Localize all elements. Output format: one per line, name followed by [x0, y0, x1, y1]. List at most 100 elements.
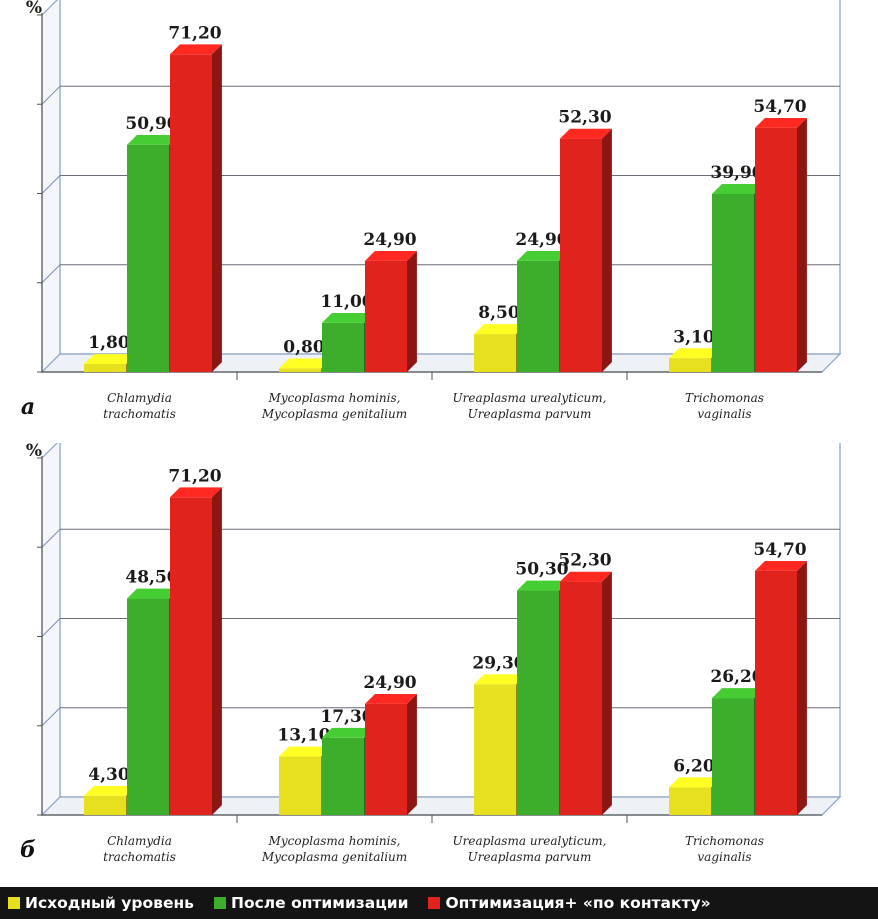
bar-top-face [84, 354, 136, 364]
bar-side-face [602, 571, 612, 815]
bar-value-label: 71,20 [168, 23, 221, 43]
y-axis-unit-label: % [26, 443, 42, 461]
bar-value-label: 24,90 [515, 230, 568, 250]
legend-label-optimization-contact: Оптимизация+ «по контакту» [445, 894, 711, 912]
bar-top-face [712, 184, 764, 194]
bar-top-face [170, 487, 222, 498]
bar-value-label: 0,80 [283, 338, 325, 358]
bar-p0-c0-s2 [170, 44, 222, 373]
bar-value-label: 52,30 [558, 108, 611, 128]
bar-front-face [517, 260, 559, 372]
bar-side-face [407, 693, 417, 815]
bar-front-face [560, 581, 602, 815]
bar-top-face [322, 727, 374, 738]
bar-top-face [474, 324, 526, 335]
bar-side-face [407, 250, 417, 372]
bar-front-face [84, 363, 126, 372]
bar-p0-c3-s2 [755, 118, 807, 373]
bar-value-label: 54,70 [753, 97, 806, 117]
bar-value-label: 1,80 [88, 333, 130, 353]
bar-front-face [474, 684, 516, 815]
bar-front-face [322, 737, 364, 815]
category-label: Ureaplasma parvum [468, 407, 592, 421]
gridline-side [41, 618, 61, 637]
bar-value-label: 6,20 [673, 756, 715, 776]
bar-top-face [474, 674, 526, 685]
bar-top-face [170, 44, 222, 55]
category-label: Ureaplasma urealyticum, [453, 834, 607, 848]
legend-swatch-baseline [8, 897, 20, 909]
gridline-side [41, 264, 61, 284]
category-label: Trichomonas [685, 391, 764, 405]
gridline-side [41, 528, 61, 548]
bar-top-face [755, 561, 807, 571]
bar-front-face [712, 193, 754, 372]
category-label: Chlamydia [107, 834, 172, 848]
bar-front-face [755, 570, 797, 815]
bar-top-face [517, 580, 569, 591]
bar-value-label: 50,90 [125, 114, 178, 134]
bar-front-face [84, 795, 126, 815]
bar-top-face [755, 118, 807, 128]
category-label: Trichomonas [685, 834, 764, 848]
bar-side-face [212, 44, 222, 373]
bar-value-label: 54,70 [753, 540, 806, 560]
legend-label-baseline: Исходный уровень [25, 894, 194, 912]
category-label: trachomatis [103, 407, 176, 421]
bar-top-face [669, 777, 721, 788]
bar-value-label: 3,10 [673, 327, 715, 347]
bar-value-label: 29,30 [472, 653, 525, 673]
bar-value-label: 50,30 [515, 560, 568, 580]
bar-front-face [170, 54, 212, 373]
legend-item-after-optimization: После оптимизации [214, 894, 408, 912]
legend-swatch-optimization-contact [428, 897, 441, 909]
category-label: Chlamydia [107, 391, 172, 405]
legend-swatch-after-optimization [214, 897, 226, 909]
panel-letter: а [21, 394, 35, 420]
bar-top-face [560, 128, 612, 139]
bar-front-face [365, 260, 407, 372]
category-label: Ureaplasma parvum [468, 850, 592, 864]
bar-top-face [669, 348, 721, 359]
bar-p1-c1-s2 [365, 693, 417, 815]
chart-panel-b: % 4,30 48,50 71,20 Chlamydia trachomatis 13,10… [20, 443, 842, 864]
bar-top-face [712, 688, 764, 699]
bar-value-label: 11,00 [320, 292, 373, 312]
bar-front-face [279, 756, 321, 815]
bar-value-label: 71,20 [168, 466, 221, 486]
bar-top-face [517, 250, 569, 261]
bar-front-face [279, 368, 321, 372]
chart-panel-a: % 1,80 50,90 71,20 Chlamydia trachomatis 0,80 1… [21, 0, 842, 421]
category-label: Ureaplasma urealyticum, [453, 391, 607, 405]
bar-front-face [560, 138, 602, 372]
legend: Исходный уровень После оптимизации Оптим… [0, 887, 878, 919]
bar-front-face [127, 598, 169, 815]
bar-value-label: 17,30 [320, 707, 373, 727]
category-label: Mycoplasma hominis, [268, 834, 401, 848]
bar-front-face [669, 358, 711, 372]
chart-side-wall [41, 0, 61, 374]
bar-top-face [365, 250, 417, 261]
bar-value-label: 8,50 [478, 303, 520, 323]
bar-front-face [669, 787, 711, 815]
bar-value-label: 24,90 [363, 230, 416, 250]
category-label: Mycoplasma genitalium [261, 850, 407, 864]
bar-front-face [170, 497, 212, 815]
legend-label-after-optimization: После оптимизации [231, 894, 409, 912]
bar-front-face [712, 698, 754, 815]
legend-item-optimization-contact: Оптимизация+ «по контакту» [428, 894, 711, 912]
panel-letter: б [20, 837, 36, 863]
bar-value-label: 24,90 [363, 673, 416, 693]
bar-value-label: 52,30 [558, 551, 611, 571]
bar-front-face [322, 322, 364, 372]
category-label: Mycoplasma hominis, [268, 391, 401, 405]
category-label: trachomatis [103, 850, 176, 864]
bar-p0-c2-s2 [560, 128, 612, 372]
bar-side-face [212, 487, 222, 815]
bar-front-face [127, 144, 169, 372]
y-axis-unit-label: % [26, 0, 42, 18]
bar-value-label: 48,50 [125, 568, 178, 588]
chart-side-wall [41, 443, 61, 817]
bar-p0-c1-s2 [365, 250, 417, 372]
